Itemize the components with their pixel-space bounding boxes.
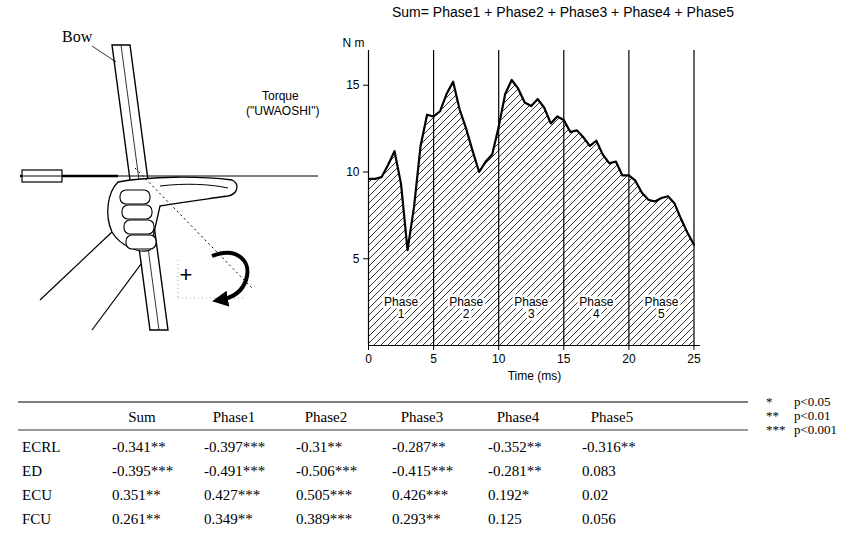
- svg-text:Phase4: Phase4: [497, 409, 540, 425]
- svg-text:Phase5: Phase5: [644, 295, 678, 321]
- html-text:Sum= Phase1 + Phase2 + Phase3: Sum= Phase1 + Phase2 + Phase3 + Phase4 +…: [392, 4, 735, 20]
- svg-text:**: **: [766, 408, 779, 423]
- svg-text:p<0.01: p<0.01: [794, 408, 831, 423]
- svg-text:-0.341**: -0.341**: [112, 439, 166, 455]
- svg-text:0.427***: 0.427***: [204, 487, 260, 503]
- svg-text:Phase5: Phase5: [591, 409, 634, 425]
- svg-text:Phase3: Phase3: [401, 409, 444, 425]
- svg-text:0.426***: 0.426***: [392, 487, 448, 503]
- svg-text:-0.281**: -0.281**: [488, 463, 542, 479]
- svg-text:5: 5: [353, 252, 360, 266]
- svg-text:Phase2: Phase2: [305, 409, 348, 425]
- svg-text:Bow: Bow: [62, 28, 93, 45]
- svg-text:N m: N m: [343, 36, 365, 50]
- svg-text:ECRL: ECRL: [22, 439, 60, 455]
- svg-text:0.261**: 0.261**: [112, 511, 161, 527]
- svg-text:-0.352**: -0.352**: [488, 439, 542, 455]
- svg-text:0.192*: 0.192*: [488, 487, 529, 503]
- svg-text:Phase2: Phase2: [449, 295, 483, 321]
- svg-text:p<0.001: p<0.001: [794, 422, 837, 437]
- svg-text:0.505***: 0.505***: [296, 487, 352, 503]
- svg-text:20: 20: [622, 352, 636, 366]
- svg-text:10: 10: [346, 165, 360, 179]
- svg-text:25: 25: [687, 352, 701, 366]
- svg-text:FCU: FCU: [22, 511, 51, 527]
- svg-text:0.125: 0.125: [488, 511, 522, 527]
- svg-text:0.056: 0.056: [582, 511, 616, 527]
- svg-text:-0.31**: -0.31**: [296, 439, 342, 455]
- svg-text:-0.506***: -0.506***: [296, 463, 357, 479]
- svg-text:Sum: Sum: [128, 409, 156, 425]
- svg-text:10: 10: [492, 352, 506, 366]
- svg-text:0.389***: 0.389***: [296, 511, 352, 527]
- svg-text:-0.287**: -0.287**: [392, 439, 446, 455]
- svg-text:("UWAOSHI"): ("UWAOSHI"): [246, 104, 319, 118]
- svg-text:-0.397***: -0.397***: [204, 439, 265, 455]
- svg-text:15: 15: [557, 352, 571, 366]
- svg-text:0.349**: 0.349**: [204, 511, 253, 527]
- svg-text:Phase1: Phase1: [384, 295, 418, 321]
- svg-text:Phase3: Phase3: [514, 295, 548, 321]
- svg-text:ECU: ECU: [22, 487, 52, 503]
- svg-text:*: *: [766, 394, 773, 409]
- svg-text:+: +: [180, 262, 193, 287]
- svg-text:-0.415***: -0.415***: [392, 463, 453, 479]
- svg-text:ED: ED: [22, 463, 42, 479]
- svg-text:0.293**: 0.293**: [392, 511, 441, 527]
- svg-text:-0.316**: -0.316**: [582, 439, 636, 455]
- svg-text:-0.491***: -0.491***: [204, 463, 265, 479]
- svg-text:Phase1: Phase1: [213, 409, 256, 425]
- svg-text:-0.395***: -0.395***: [112, 463, 173, 479]
- svg-text:0: 0: [365, 352, 372, 366]
- svg-text:Time (ms): Time (ms): [508, 369, 562, 383]
- svg-text:Torque: Torque: [262, 89, 299, 103]
- svg-text:0.083: 0.083: [582, 463, 616, 479]
- svg-text:***: ***: [766, 422, 786, 437]
- svg-text:p<0.05: p<0.05: [794, 394, 831, 409]
- svg-text:0.02: 0.02: [582, 487, 608, 503]
- svg-text:0.351**: 0.351**: [112, 487, 161, 503]
- svg-text:Phase4: Phase4: [579, 295, 613, 321]
- svg-text:15: 15: [346, 78, 360, 92]
- svg-text:5: 5: [430, 352, 437, 366]
